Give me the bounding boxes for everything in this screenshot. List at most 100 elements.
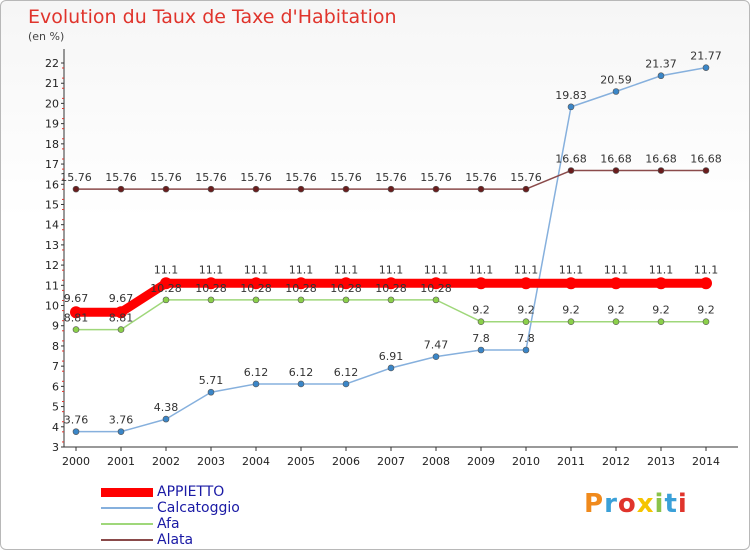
point-calcatoggio [432, 353, 440, 360]
point-alata [207, 185, 215, 193]
point-afa [612, 318, 620, 325]
data-label-calcatoggio: 3.76 [109, 414, 134, 427]
legend-label: Calcatoggio [157, 500, 240, 516]
x-tick-label: 2001 [107, 455, 135, 468]
data-label-afa: 10.28 [150, 282, 182, 295]
data-label-appietto: 11.1 [694, 263, 719, 276]
data-label-appietto: 11.1 [289, 263, 314, 276]
data-label-calcatoggio: 4.38 [154, 401, 179, 414]
data-label-alata: 15.76 [465, 171, 497, 184]
data-label-appietto: 11.1 [199, 263, 224, 276]
data-label-calcatoggio: 19.83 [555, 89, 587, 102]
logo-letter: i [654, 489, 665, 519]
point-afa [72, 326, 80, 333]
data-label-afa: 9.2 [472, 304, 490, 317]
point-calcatoggio [477, 346, 485, 354]
data-label-afa: 8.81 [64, 312, 89, 325]
data-label-alata: 15.76 [195, 171, 227, 184]
data-label-appietto: 9.67 [109, 292, 134, 305]
data-label-alata: 16.68 [690, 153, 722, 166]
data-label-calcatoggio: 6.12 [334, 366, 359, 379]
legend-label: APPIETTO [157, 484, 225, 500]
data-label-calcatoggio: 6.12 [289, 366, 314, 379]
data-label-afa: 9.2 [697, 304, 715, 317]
data-label-appietto: 9.67 [64, 292, 89, 305]
data-label-afa: 9.2 [652, 304, 670, 317]
x-tick-label: 2007 [377, 455, 405, 468]
point-appietto [610, 277, 622, 290]
y-tick-label: 3 [52, 441, 59, 454]
x-tick-label: 2000 [62, 455, 90, 468]
y-tick-label: 11 [45, 279, 59, 292]
data-label-alata: 15.76 [330, 171, 362, 184]
data-label-afa: 10.28 [420, 282, 452, 295]
x-tick-label: 2002 [152, 455, 180, 468]
point-afa [117, 326, 125, 333]
point-appietto [520, 277, 532, 290]
y-tick-label: 12 [45, 259, 59, 272]
logo-letter: P [584, 489, 605, 519]
data-label-calcatoggio: 5.71 [199, 374, 224, 387]
data-label-appietto: 11.1 [469, 263, 494, 276]
point-calcatoggio [207, 388, 215, 396]
data-label-alata: 15.76 [375, 171, 407, 184]
point-alata [522, 185, 530, 193]
x-tick-label: 2006 [332, 455, 360, 468]
x-tick-label: 2011 [557, 455, 585, 468]
data-label-afa: 10.28 [195, 282, 227, 295]
data-label-calcatoggio: 21.77 [690, 50, 722, 63]
point-calcatoggio [252, 380, 260, 388]
data-label-calcatoggio: 20.59 [600, 73, 632, 86]
data-label-alata: 16.68 [600, 153, 632, 166]
logo-letter: t [664, 489, 678, 519]
point-calcatoggio [342, 380, 350, 388]
point-calcatoggio [657, 72, 665, 80]
data-label-alata: 15.76 [510, 171, 542, 184]
data-label-afa: 10.28 [285, 282, 317, 295]
point-alata [342, 185, 350, 193]
data-label-alata: 15.76 [240, 171, 272, 184]
y-tick-label: 4 [52, 421, 59, 434]
data-label-calcatoggio: 3.76 [64, 414, 89, 427]
data-label-appietto: 11.1 [559, 263, 584, 276]
legend-swatch [101, 507, 153, 509]
legend-label: Afa [157, 516, 180, 532]
point-appietto [295, 277, 307, 290]
y-tick-label: 10 [45, 300, 59, 313]
point-appietto [700, 277, 712, 290]
data-label-calcatoggio: 6.91 [379, 350, 404, 363]
y-tick-label: 9 [52, 320, 59, 333]
data-label-alata: 15.76 [420, 171, 452, 184]
point-alata [297, 185, 305, 193]
data-label-alata: 15.76 [60, 171, 92, 184]
legend-label: Alata [157, 532, 194, 548]
x-tick-label: 2013 [647, 455, 675, 468]
y-tick-label: 6 [52, 380, 59, 393]
point-alata [567, 167, 575, 174]
series-line-calcatoggio [76, 66, 707, 433]
point-afa [567, 318, 575, 325]
y-tick-label: 5 [52, 401, 59, 414]
legend-swatch [101, 539, 153, 541]
data-label-calcatoggio: 7.8 [517, 332, 535, 345]
data-label-afa: 10.28 [375, 282, 407, 295]
x-tick-label: 2003 [197, 455, 225, 468]
y-tick-label: 8 [52, 340, 59, 353]
point-alata [657, 167, 665, 174]
data-label-afa: 10.28 [330, 282, 362, 295]
point-afa [162, 296, 170, 304]
data-label-afa: 9.2 [517, 304, 535, 317]
point-calcatoggio [117, 428, 125, 435]
point-appietto [205, 277, 217, 290]
data-label-appietto: 11.1 [514, 263, 539, 276]
data-label-appietto: 11.1 [424, 263, 449, 276]
point-alata [72, 185, 80, 193]
y-tick-label: 20 [45, 97, 59, 110]
point-appietto [655, 277, 667, 290]
point-appietto [385, 277, 397, 290]
point-calcatoggio [387, 364, 395, 372]
point-calcatoggio [702, 64, 710, 71]
data-label-appietto: 11.1 [244, 263, 269, 276]
point-appietto [565, 277, 577, 290]
point-afa [432, 296, 440, 304]
